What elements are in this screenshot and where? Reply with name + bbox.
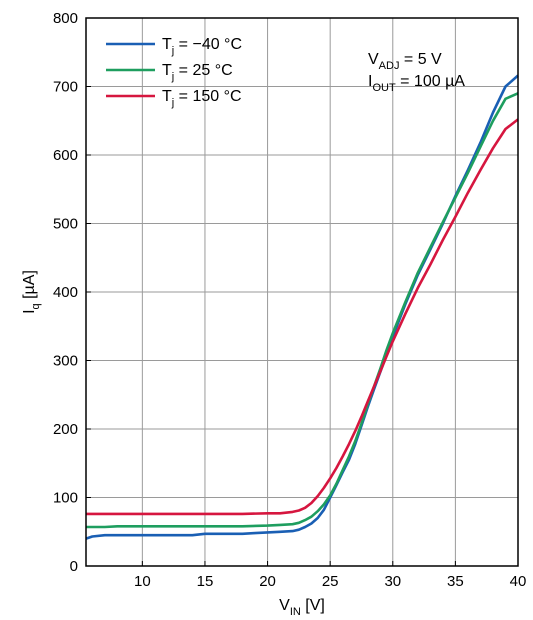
y-tick-label: 700 [53, 79, 78, 96]
x-tick-label: 30 [384, 573, 401, 590]
annotation-2: IOUT = 100 µA [368, 73, 465, 94]
legend-label-3: Tj = 150 °C [162, 88, 242, 109]
x-tick-label: 20 [259, 573, 276, 590]
legend: Tj = −40 °C Tj = 25 °C Tj = 150 °C [106, 36, 242, 109]
y-tick-label: 300 [53, 353, 78, 370]
y-tick-label: 800 [53, 10, 78, 27]
y-tick-label: 600 [53, 147, 78, 164]
series-line-3 [86, 118, 519, 516]
series-line-2 [86, 92, 519, 529]
x-tick-label: 40 [510, 573, 527, 590]
y-tick-label: 0 [70, 558, 78, 575]
annotation-1: VADJ = 5 V [368, 51, 442, 72]
grid [86, 18, 518, 566]
y-tick-label: 200 [53, 421, 78, 438]
series-layer [85, 74, 519, 540]
y-axis-label: Iq [µA] [21, 270, 42, 314]
legend-label-2: Tj = 25 °C [162, 62, 233, 83]
x-tick-label: 15 [197, 573, 214, 590]
x-axis-label: VIN [V] [279, 597, 325, 618]
x-tick-label: 35 [447, 573, 464, 590]
x-tick-label: 25 [322, 573, 339, 590]
axis-labels: VIN [V] Iq [µA] [21, 270, 325, 618]
y-tick-label: 100 [53, 490, 78, 507]
legend-label-1: Tj = −40 °C [162, 36, 242, 57]
y-tick-label: 500 [53, 216, 78, 233]
x-tick-label: 10 [134, 573, 151, 590]
y-tick-label: 400 [53, 284, 78, 301]
